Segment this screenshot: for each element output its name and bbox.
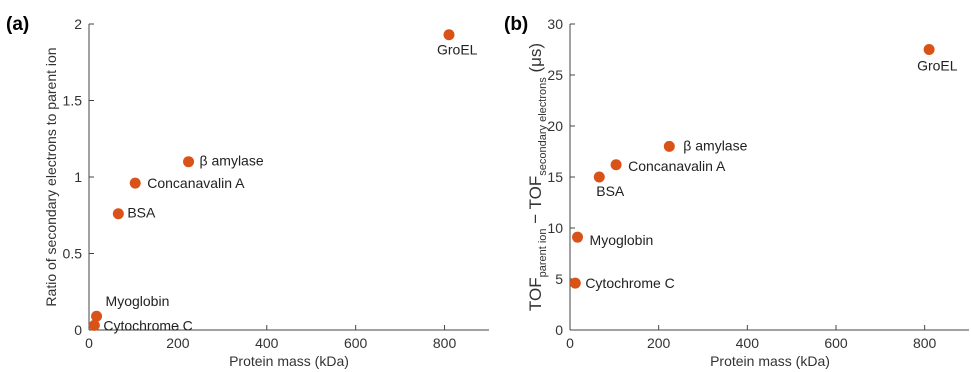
panel-b-y-ticks: 0 5 10 15 20 25 30 bbox=[547, 16, 575, 338]
panel-a-x-tick-label: 200 bbox=[166, 335, 190, 351]
panel-a-x-tick-label: 800 bbox=[433, 335, 457, 351]
panel-b-y-tick-label: 25 bbox=[547, 67, 563, 83]
panel-b-y-tick-label: 15 bbox=[547, 169, 563, 185]
panel-b-point-label: β amylase bbox=[683, 137, 747, 153]
panel-b: (b) 0 200 400 600 800 0 5 10 15 20 25 30 Cytochrom… bbox=[504, 14, 969, 369]
panel-a-data-point bbox=[129, 177, 141, 189]
panel-b-x-tick-label: 200 bbox=[647, 335, 671, 351]
panel-b-y-axis-label: TOFparent ion − TOFsecondary electrons (… bbox=[526, 43, 549, 311]
panel-b-y-label-tof1: TOF bbox=[526, 277, 545, 311]
panel-b-y-tick-label: 20 bbox=[547, 118, 563, 134]
panel-b-y-label-sub2: secondary electrons bbox=[537, 77, 549, 176]
panel-b-x-tick-label: 0 bbox=[566, 335, 574, 351]
panel-a-x-tick-label: 0 bbox=[85, 335, 93, 351]
panel-b-data-point bbox=[569, 277, 581, 289]
panel-b-point-label: BSA bbox=[596, 183, 625, 199]
panel-a-point-label: Myoglobin bbox=[106, 293, 170, 309]
panel-a-y-axis-label: Ratio of secondary electrons to parent i… bbox=[43, 47, 59, 306]
panel-a-y-tick-label: 0.5 bbox=[63, 246, 83, 262]
panel-b-x-tick-label: 600 bbox=[824, 335, 848, 351]
panel-b-point-label: GroEL bbox=[917, 58, 958, 74]
panel-a-y-ticks: 0 0.5 1 1.5 2 bbox=[63, 16, 94, 338]
panel-a-x-ticks: 0 200 400 600 800 bbox=[85, 325, 456, 351]
panel-a-data-point bbox=[112, 208, 124, 220]
panel-b-data-point bbox=[610, 159, 622, 171]
panel-b-y-tick-label: 0 bbox=[555, 322, 563, 338]
panel-a-data-point bbox=[443, 29, 455, 41]
panel-b-y-tick-label: 30 bbox=[547, 16, 563, 32]
panel-a: (a) 0 200 400 600 800 0 0.5 1 1.5 2 Cytochrome C… bbox=[6, 14, 489, 369]
panel-a-x-axis-label: Protein mass (kDa) bbox=[229, 353, 349, 369]
panel-b-data-point bbox=[663, 140, 675, 152]
panel-a-x-tick-label: 400 bbox=[255, 335, 279, 351]
panel-a-y-tick-label: 1 bbox=[74, 169, 82, 185]
panel-b-x-ticks: 0 200 400 600 800 bbox=[566, 325, 937, 351]
panel-a-data-point bbox=[91, 310, 103, 322]
panel-a-point-label: Cytochrome C bbox=[103, 317, 192, 333]
panel-b-label: (b) bbox=[504, 14, 528, 35]
panel-a-y-tick-label: 0 bbox=[74, 322, 82, 338]
panel-b-y-tick-label: 5 bbox=[555, 271, 563, 287]
panel-b-data-point bbox=[572, 231, 584, 243]
panel-b-point-label: Concanavalin A bbox=[628, 158, 726, 174]
panel-b-x-axis-label: Protein mass (kDa) bbox=[710, 353, 830, 369]
panel-a-y-tick-label: 1.5 bbox=[63, 93, 83, 109]
panel-a-point-label: Concanavalin A bbox=[147, 175, 245, 191]
panel-a-point-label: GroEL bbox=[437, 42, 478, 58]
panel-b-x-tick-label: 400 bbox=[736, 335, 760, 351]
panel-a-data-point bbox=[183, 156, 195, 168]
panel-b-data-point bbox=[593, 171, 605, 183]
panel-b-point-label: Cytochrome C bbox=[585, 275, 674, 291]
panel-b-point-label: Myoglobin bbox=[590, 232, 654, 248]
panel-b-y-label-sub1: parent ion bbox=[537, 228, 549, 277]
panel-b-y-tick-label: 10 bbox=[547, 220, 563, 236]
panel-a-y-tick-label: 2 bbox=[74, 16, 82, 32]
panel-a-label: (a) bbox=[6, 14, 29, 35]
panel-a-point-label: BSA bbox=[127, 205, 156, 221]
panel-b-y-label-unit: (μs) bbox=[526, 43, 545, 77]
panel-a-points: Cytochrome C Myoglobin BSA Concanavalin A β … bbox=[88, 29, 478, 333]
panel-b-x-tick-label: 800 bbox=[913, 335, 937, 351]
panel-b-data-point bbox=[923, 44, 935, 55]
panel-a-data-point bbox=[88, 319, 100, 331]
panel-a-point-label: β amylase bbox=[200, 153, 264, 169]
panel-a-x-tick-label: 600 bbox=[344, 335, 368, 351]
panel-b-y-label-tof2: − TOF bbox=[526, 176, 545, 229]
